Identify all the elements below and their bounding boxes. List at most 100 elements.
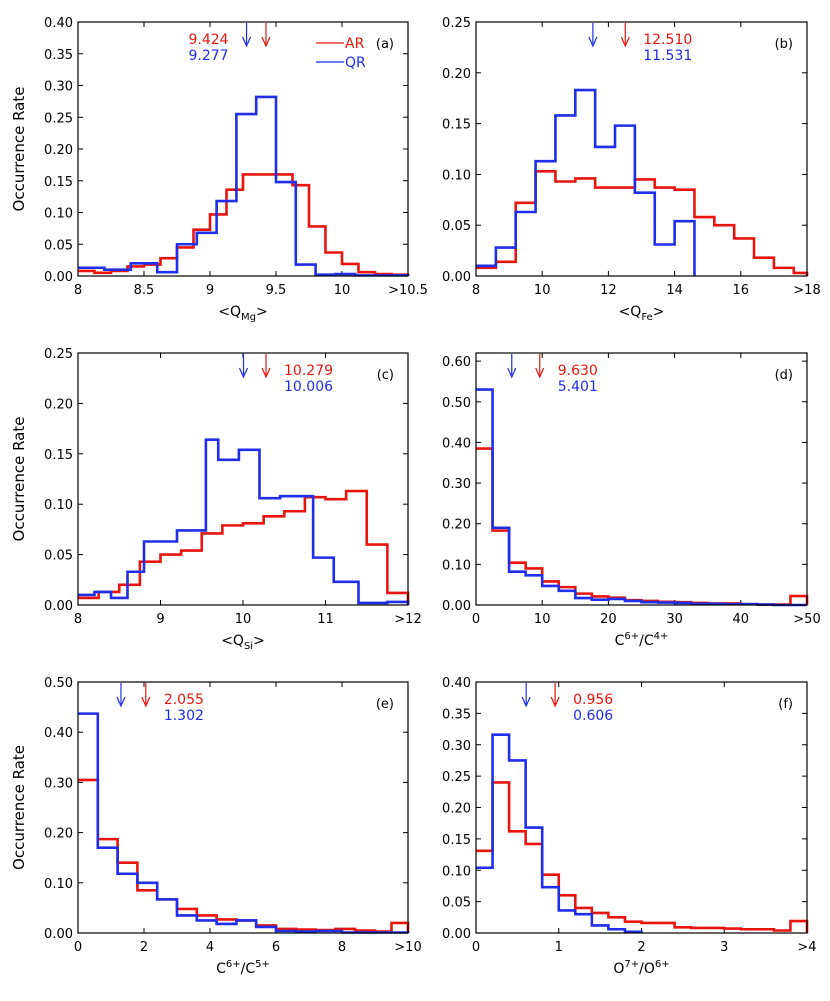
x-label-main: C	[216, 961, 226, 977]
x-tick-label: >4	[797, 940, 816, 955]
legend-label-qr: QR	[345, 55, 366, 71]
x-label-mid: /C	[241, 961, 256, 977]
y-tick-label: 0.10	[442, 168, 471, 183]
y-tick-label: 0.15	[442, 833, 471, 848]
y-tick-label: 0.10	[44, 877, 73, 892]
panel-e: 0.00 0.10 0.20 0.30 0.40 0.50 0 2 4 6 8 >10 2.0551.3…	[10, 676, 422, 977]
x-label-sup2: 6+	[655, 959, 670, 970]
x-axis-label: C6+/C5+	[216, 959, 270, 977]
plot-frame	[475, 352, 808, 606]
x-tick-label: 20	[600, 612, 617, 627]
x-label-sup1: 6+	[624, 631, 639, 642]
mean-arrowhead-ar	[261, 36, 271, 48]
y-tick-label: 0.10	[442, 864, 471, 879]
y-tick-label: 0.10	[442, 558, 471, 573]
mean-label-qr: 0.606	[573, 708, 613, 724]
x-axis-label: <QSi>	[221, 633, 265, 652]
y-tick-label: 0.20	[44, 827, 73, 842]
panel-c: 0.00 0.05 0.10 0.15 0.20 0.25 8 9 10 11 >12 10.2791…	[10, 347, 422, 652]
mean-arrowhead-ar	[261, 367, 271, 379]
x-label-sup2: 4+	[654, 631, 669, 642]
x-label-main: <Q	[221, 633, 244, 649]
panel-label: (e)	[376, 697, 394, 712]
panel-label: (a)	[376, 37, 394, 52]
y-axis-label: Occurrence Rate	[10, 87, 28, 212]
y-tick-label: 0.00	[44, 270, 73, 285]
series-qr-step	[476, 88, 696, 276]
mean-arrowhead-ar	[141, 696, 151, 708]
x-label-sub: Fe	[641, 312, 652, 323]
mean-arrowhead-ar	[550, 696, 560, 708]
x-axis-label: <QFe>	[619, 304, 665, 323]
y-tick-label: 0.00	[442, 599, 471, 614]
plot-frame	[77, 21, 409, 277]
mean-arrowhead-qr	[238, 367, 249, 379]
x-tick-label: 9	[206, 283, 214, 298]
plot-frame	[77, 352, 409, 606]
panel-label: (c)	[377, 368, 394, 383]
y-tick-label: 0.15	[44, 175, 73, 190]
y-tick-label: 0.00	[44, 599, 73, 614]
x-label-main: C	[615, 633, 625, 649]
mean-arrowhead-ar	[535, 367, 545, 379]
panel-b: 0.00 0.05 0.10 0.15 0.20 0.25 8 10 12 14 16 >18 12.5…	[442, 16, 821, 323]
series-qr-step	[476, 733, 643, 934]
x-tick-label: 8	[472, 283, 480, 298]
x-tick-label: 8	[74, 612, 82, 627]
mean-label-ar: 10.279	[284, 363, 333, 379]
plot-frame	[475, 21, 808, 277]
x-label-mid: /O	[639, 961, 655, 977]
panel-a: 0.00 0.05 0.10 0.15 0.20 0.25 0.30 0.35 0.40 8 8.5…	[10, 16, 428, 323]
y-tick-label: 0.40	[442, 436, 471, 451]
x-tick-label: >10	[394, 940, 421, 955]
mean-arrowhead-ar	[620, 36, 630, 48]
x-label-tail: >	[256, 304, 268, 320]
y-tick-label: 0.20	[44, 143, 73, 158]
series-qr-step	[476, 388, 807, 607]
x-tick-label: 6	[272, 940, 280, 955]
x-tick-label: 10	[334, 283, 351, 298]
y-tick-label: 0.05	[442, 219, 471, 234]
y-tick-label: 0.05	[44, 238, 73, 253]
x-label-sup1: 7+	[624, 959, 639, 970]
x-label-mid: /C	[639, 633, 654, 649]
x-tick-label: 10	[534, 612, 551, 627]
x-tick-label: 1	[555, 940, 563, 955]
mean-label-ar: 0.956	[573, 692, 613, 708]
x-tick-label: 12	[600, 283, 617, 298]
series-ar-step	[476, 447, 809, 606]
y-tick-label: 0.20	[442, 518, 471, 533]
plot-frame	[475, 681, 808, 934]
y-tick-label: 0.05	[442, 896, 471, 911]
x-tick-label: 2	[140, 940, 148, 955]
y-tick-label: 0.30	[442, 477, 471, 492]
x-axis-label: O7+/O6+	[613, 959, 669, 977]
mean-label-qr: 1.302	[164, 708, 204, 724]
y-tick-label: 0.30	[442, 739, 471, 754]
y-tick-label: 0.50	[44, 676, 73, 691]
series-ar-step	[78, 173, 410, 277]
x-tick-label: 11	[317, 612, 334, 627]
x-label-sub: Mg	[241, 312, 256, 323]
x-tick-label: 8	[338, 940, 346, 955]
x-tick-label: >12	[394, 612, 421, 627]
y-tick-label: 0.25	[44, 347, 73, 362]
series-qr-step	[78, 438, 410, 605]
y-tick-label: 0.25	[442, 770, 471, 785]
mean-label-qr: 5.401	[558, 379, 598, 395]
y-tick-label: 0.50	[442, 396, 471, 411]
x-tick-label: 2	[637, 940, 645, 955]
x-tick-label: 9	[156, 612, 164, 627]
mean-arrowhead-qr	[116, 696, 126, 708]
y-tick-label: 0.60	[442, 355, 471, 370]
x-tick-label: >18	[793, 283, 820, 298]
panel-label: (b)	[775, 37, 793, 52]
panel-label: (f)	[778, 697, 793, 712]
x-tick-label: 16	[733, 283, 750, 298]
y-tick-label: 0.35	[44, 48, 73, 63]
series-ar-step	[476, 781, 809, 933]
y-tick-label: 0.15	[44, 448, 73, 463]
x-tick-label: 30	[666, 612, 683, 627]
